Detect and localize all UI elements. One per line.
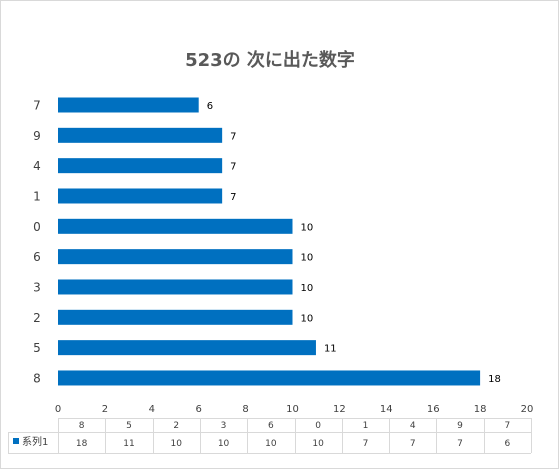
data-label: 7 [230,192,236,203]
series-label: 系列1 [22,435,48,448]
category-label: 0 [33,220,41,234]
table-header-cell: 0 [315,421,321,431]
data-label: 10 [301,222,314,233]
category-label: 1 [33,189,41,203]
x-tick-label: 20 [521,404,534,415]
x-tick-label: 2 [102,404,108,415]
table-header-cell: 9 [457,421,463,431]
bar [58,340,316,356]
data-label: 10 [301,313,314,324]
table-header-cell: 2 [173,421,179,431]
data-label: 10 [301,253,314,264]
category-label: 4 [33,159,41,173]
bar [58,309,293,325]
category-label: 7 [33,99,41,113]
x-tick-label: 8 [242,404,248,415]
bar [58,188,223,204]
table-value-cell: 6 [504,439,510,449]
table-value-cell: 18 [76,439,88,449]
table-header-cell: 1 [363,421,369,431]
data-table: 8 18 5 11 2 10 3 10 6 10 0 10 1 7 4 7 9 7 7 6 系列1 [8,418,532,454]
table-header-cell: 8 [79,421,85,431]
data-label: 18 [488,374,501,385]
table-header-cell: 3 [221,421,227,431]
bar [58,97,199,113]
table-header-cell: 5 [126,421,132,431]
category-label: 5 [33,341,41,355]
table-value-cell: 7 [410,439,416,449]
table-header-cell: 7 [504,421,510,431]
bar [58,158,223,174]
table-value-cell: 10 [265,439,277,449]
bar [58,249,293,265]
x-tick-label: 16 [427,404,440,415]
table-header-cell: 6 [268,421,274,431]
bar [58,218,293,234]
bar [58,370,481,386]
category-label: 9 [33,129,41,143]
table-value-cell: 7 [457,439,463,449]
bar [58,127,223,143]
category-label: 2 [33,311,41,325]
legend-key [13,438,19,444]
data-label: 10 [301,283,314,294]
data-label: 7 [230,131,236,142]
x-tick-label: 4 [149,404,155,415]
x-tick-label: 6 [196,404,202,415]
x-tick-label: 10 [286,404,299,415]
category-label: 6 [33,250,41,264]
chart-title: 523の 次に出た数字 [185,49,355,71]
data-label: 11 [324,344,337,355]
x-axis: 0 2 4 6 8 10 12 14 16 18 20 [55,404,534,415]
category-label: 3 [33,280,41,294]
category-label: 8 [33,371,41,385]
plot-area: 7 6 9 7 4 7 1 7 0 10 6 10 3 10 2 10 5 11 8 18 [33,97,501,386]
x-tick-label: 12 [333,404,346,415]
data-label: 6 [207,101,213,112]
table-value-cell: 10 [218,439,230,449]
table-header-cell: 4 [410,421,416,431]
x-tick-label: 0 [55,404,61,415]
table-value-cell: 7 [363,439,369,449]
x-tick-label: 18 [474,404,487,415]
data-label: 7 [230,162,236,173]
table-value-cell: 10 [171,439,183,449]
table-value-cell: 11 [123,439,134,449]
bar [58,279,293,295]
table-value-cell: 10 [312,439,324,449]
x-tick-label: 14 [380,404,393,415]
